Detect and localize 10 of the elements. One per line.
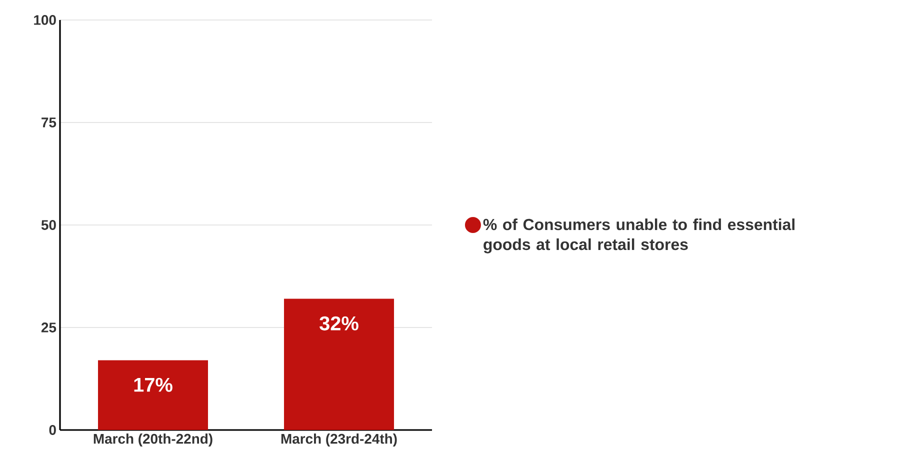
text: 17%	[134, 378, 172, 392]
y-tick-label: 100	[34, 15, 56, 25]
y-tick-label: 75	[42, 118, 56, 128]
x-tick-label: March (20th-22nd)	[94, 434, 212, 447]
text: 32%	[320, 316, 358, 330]
legend-label: % of Consumers unable to find essential goods at local retail stores	[483, 218, 794, 254]
y-tick-label: 0	[49, 425, 56, 435]
y-tick-label: 50	[41, 220, 56, 230]
y-tick-label: 25	[41, 322, 56, 332]
x-tick-label: March (23rd-24th)	[281, 434, 397, 447]
